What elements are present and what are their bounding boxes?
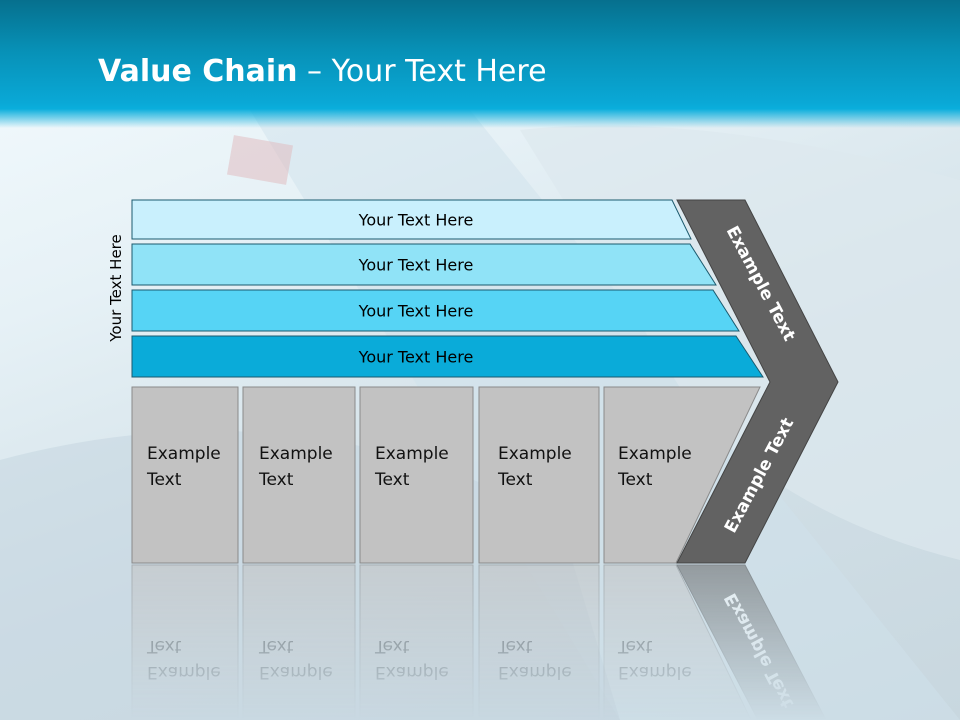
box-5[interactable]: Example Text xyxy=(603,386,761,564)
reflection-box-3: Example Text xyxy=(359,564,474,720)
box-3[interactable]: Example Text xyxy=(359,386,474,564)
box-line1: Example xyxy=(618,444,692,464)
reflection-box-line2: Text xyxy=(258,636,294,656)
box-shape xyxy=(603,386,761,564)
box-line2: Text xyxy=(146,470,182,490)
reflection-box-shape xyxy=(603,564,752,720)
bar-label: Your Text Here xyxy=(358,348,474,367)
reflection-box-line1: Example xyxy=(498,662,572,682)
reflection-box-line1: Example xyxy=(259,662,333,682)
reflection-box-line1: Example xyxy=(375,662,449,682)
reflection-box-shape xyxy=(242,564,356,720)
bar-4[interactable]: Your Text Here xyxy=(131,335,764,378)
reflection-box-line1: Example xyxy=(147,662,221,682)
reflection-chevron-shape xyxy=(676,564,827,720)
bar-label: Your Text Here xyxy=(358,302,474,321)
box-4[interactable]: Example Text xyxy=(478,386,600,564)
reflection-box-line1: Example xyxy=(618,662,692,682)
bar-3[interactable]: Your Text Here xyxy=(131,289,740,332)
box-line2: Text xyxy=(617,470,653,490)
reflection-box-shape xyxy=(131,564,239,720)
reflection-box-line2: Text xyxy=(374,636,410,656)
bar-shape xyxy=(131,243,717,286)
reflection-box-shape xyxy=(478,564,600,720)
box-1[interactable]: Example Text xyxy=(131,386,239,564)
box-line1: Example xyxy=(375,444,449,464)
reflection-box-line2: Text xyxy=(497,636,533,656)
reflection-box-shape xyxy=(359,564,474,720)
box-line2: Text xyxy=(258,470,294,490)
box-shape xyxy=(478,386,600,564)
bar-label: Your Text Here xyxy=(358,211,474,230)
box-line1: Example xyxy=(498,444,572,464)
bar-label: Your Text Here xyxy=(358,256,474,275)
box-shape xyxy=(359,386,474,564)
box-2[interactable]: Example Text xyxy=(242,386,356,564)
reflection-box-1: Example Text xyxy=(131,564,239,720)
box-shape xyxy=(242,386,356,564)
bar-2[interactable]: Your Text Here xyxy=(131,243,717,286)
bar-shape xyxy=(131,199,692,240)
slide-title: Value Chain – Your Text Here xyxy=(98,54,547,89)
box-line2: Text xyxy=(374,470,410,490)
box-line2: Text xyxy=(497,470,533,490)
reflection-box-5: Example Text xyxy=(603,564,752,720)
header-band: Value Chain – Your Text Here xyxy=(0,0,960,128)
chevron-shape xyxy=(676,199,839,564)
reflection-box-line2: Text xyxy=(146,636,182,656)
box-line1: Example xyxy=(147,444,221,464)
bar-shape xyxy=(131,335,764,378)
reflection-box-2: Example Text xyxy=(242,564,356,720)
reflection-box-4: Example Text xyxy=(478,564,600,720)
box-shape xyxy=(131,386,239,564)
reflection-box-line2: Text xyxy=(617,636,653,656)
bar-shape xyxy=(131,289,740,332)
box-line1: Example xyxy=(259,444,333,464)
bar-1[interactable]: Your Text Here xyxy=(131,199,692,240)
